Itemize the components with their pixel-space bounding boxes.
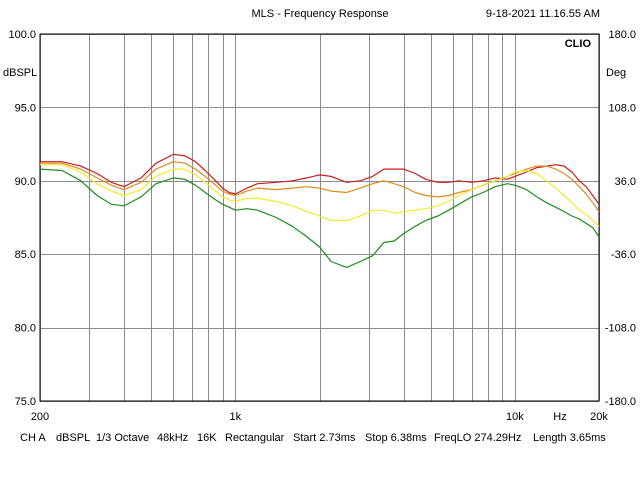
footer-start: Start 2.73ms <box>293 432 356 444</box>
footer-sample-rate: 48kHz <box>157 432 188 444</box>
series-line-green <box>39 168 600 268</box>
y-axis-label-right: Deg <box>606 67 626 79</box>
x-tick-label: 200 <box>31 411 49 423</box>
y-tick-label: 75.0 <box>15 396 36 408</box>
plot-area-border <box>39 33 600 402</box>
series-line-yellow <box>40 164 600 227</box>
footer-channel: CH A <box>20 432 46 444</box>
series-line-red <box>40 153 600 205</box>
footer-smoothing: 1/3 Octave <box>96 432 149 444</box>
y-tick-label: 95.0 <box>15 102 36 114</box>
y-axis-label-left: dBSPL <box>3 67 37 79</box>
footer-unit: dBSPL <box>56 432 90 444</box>
x-tick-label: 1k <box>230 411 242 423</box>
x-tick-label: 20k <box>590 411 608 423</box>
brand-label: CLIO <box>565 38 592 50</box>
y-tick-label: 80.0 <box>15 323 36 335</box>
series-line-orange <box>40 161 600 212</box>
y-tick-label-right: -36.0 <box>611 249 636 261</box>
footer-length: Length 3.65ms <box>533 432 606 444</box>
footer-stop: Stop 6.38ms <box>365 432 427 444</box>
footer-window: Rectangular <box>225 432 285 444</box>
y-tick-label-right: 108.0 <box>608 102 636 114</box>
x-tick-label: 10k <box>506 411 524 423</box>
y-tick-label: 100.0 <box>8 29 36 41</box>
y-tick-label-right: 180.0 <box>608 29 636 41</box>
footer-size: 16K <box>197 432 217 444</box>
tick-labels: 100.0 180.0 95.0 108.0 90.0 36.0 85.0 -36.0 80.0… <box>8 29 636 423</box>
series-layer <box>39 153 600 268</box>
y-tick-label-right: -180.0 <box>605 396 636 408</box>
chart-title: MLS - Frequency Response <box>252 8 389 20</box>
y-tick-label-right: 36.0 <box>615 176 636 188</box>
footer-info: CH A dBSPL 1/3 Octave 48kHz 16K Rectangu… <box>20 432 606 444</box>
timestamp: 9-18-2021 11.16.55 AM <box>486 8 600 20</box>
y-tick-label-right: -108.0 <box>605 323 636 335</box>
footer-freq-lo: FreqLO 274.29Hz <box>434 432 521 444</box>
y-tick-label: 90.0 <box>15 176 36 188</box>
x-unit-label: Hz <box>553 411 566 423</box>
y-tick-label: 85.0 <box>15 249 36 261</box>
